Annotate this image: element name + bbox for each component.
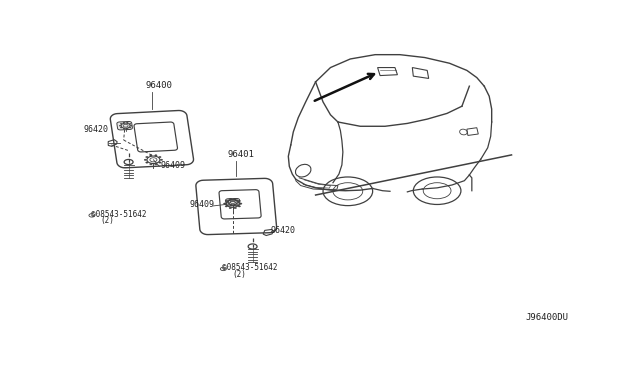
Circle shape xyxy=(230,199,232,200)
Circle shape xyxy=(155,164,157,165)
Circle shape xyxy=(225,206,227,207)
Text: (2): (2) xyxy=(101,216,115,225)
Circle shape xyxy=(159,156,161,158)
Circle shape xyxy=(123,128,125,129)
Text: 96409: 96409 xyxy=(161,161,186,170)
Circle shape xyxy=(234,199,236,200)
Circle shape xyxy=(229,207,232,209)
Circle shape xyxy=(223,203,226,204)
Text: (2): (2) xyxy=(232,270,246,279)
Circle shape xyxy=(119,125,121,126)
Circle shape xyxy=(144,159,147,160)
Circle shape xyxy=(225,200,227,202)
Circle shape xyxy=(234,199,236,200)
Circle shape xyxy=(236,200,238,201)
Polygon shape xyxy=(117,122,132,130)
Circle shape xyxy=(127,122,128,123)
Circle shape xyxy=(239,203,242,204)
Text: 96400: 96400 xyxy=(146,81,173,90)
Circle shape xyxy=(237,202,239,203)
Circle shape xyxy=(150,164,152,165)
Circle shape xyxy=(146,156,148,158)
Circle shape xyxy=(123,122,125,123)
Circle shape xyxy=(150,155,152,156)
Circle shape xyxy=(127,128,128,129)
Text: 96420: 96420 xyxy=(83,125,108,134)
Circle shape xyxy=(159,162,161,163)
Text: 96420: 96420 xyxy=(271,226,296,235)
Circle shape xyxy=(227,202,228,203)
Text: 96401: 96401 xyxy=(228,150,255,159)
Circle shape xyxy=(238,200,241,202)
Circle shape xyxy=(160,159,163,160)
Circle shape xyxy=(129,127,131,128)
Text: J96400DU: J96400DU xyxy=(525,313,568,322)
Circle shape xyxy=(227,203,229,205)
Circle shape xyxy=(236,203,238,205)
Circle shape xyxy=(234,205,236,206)
Circle shape xyxy=(227,200,229,201)
Circle shape xyxy=(234,207,236,209)
Circle shape xyxy=(229,199,232,200)
Circle shape xyxy=(120,127,122,128)
Circle shape xyxy=(146,162,148,163)
Circle shape xyxy=(238,206,241,207)
Text: 96409: 96409 xyxy=(189,201,214,209)
Polygon shape xyxy=(226,199,240,206)
Circle shape xyxy=(155,155,157,156)
Circle shape xyxy=(131,125,132,126)
Text: ©08543-51642: ©08543-51642 xyxy=(91,209,147,218)
Text: ©08543-51642: ©08543-51642 xyxy=(222,263,278,272)
Circle shape xyxy=(230,205,232,206)
